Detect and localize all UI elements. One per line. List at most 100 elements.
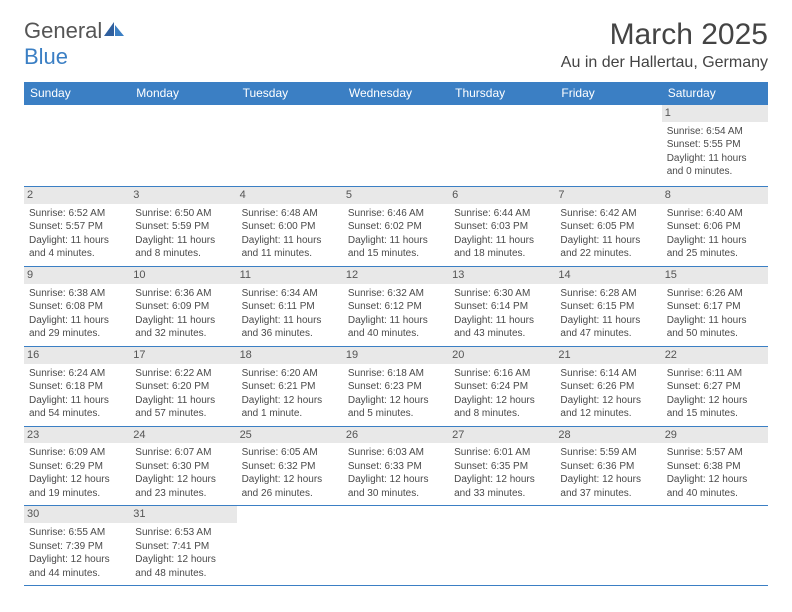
sunset-text: Sunset: 6:36 PM (560, 460, 656, 474)
daylight-text: and 22 minutes. (560, 247, 656, 261)
sunrise-text: Sunrise: 6:16 AM (454, 367, 550, 381)
daylight-text: and 36 minutes. (242, 327, 338, 341)
location-subtitle: Au in der Hallertau, Germany (561, 54, 768, 72)
page-title: March 2025 (561, 18, 768, 52)
day-number: 27 (449, 427, 555, 444)
sunset-text: Sunset: 7:39 PM (29, 540, 125, 554)
daylight-text: Daylight: 12 hours (667, 473, 763, 487)
day-number: 8 (662, 187, 768, 204)
daylight-text: Daylight: 12 hours (454, 473, 550, 487)
calendar-cell: 21Sunrise: 6:14 AMSunset: 6:26 PMDayligh… (555, 346, 661, 426)
sunset-text: Sunset: 6:18 PM (29, 380, 125, 394)
sunrise-text: Sunrise: 6:54 AM (667, 125, 763, 139)
daylight-text: and 1 minute. (242, 407, 338, 421)
daylight-text: Daylight: 12 hours (29, 473, 125, 487)
column-header: Tuesday (237, 82, 343, 105)
daylight-text: Daylight: 11 hours (135, 314, 231, 328)
sunrise-text: Sunrise: 6:55 AM (29, 526, 125, 540)
sunrise-text: Sunrise: 5:57 AM (667, 446, 763, 460)
daylight-text: Daylight: 11 hours (242, 314, 338, 328)
sunset-text: Sunset: 6:06 PM (667, 220, 763, 234)
calendar-table: SundayMondayTuesdayWednesdayThursdayFrid… (24, 82, 768, 586)
calendar-cell: 18 Sunrise: 6:20 AMSunset: 6:21 PMDayligh… (237, 346, 343, 426)
sunset-text: Sunset: 5:55 PM (667, 138, 763, 152)
daylight-text: Daylight: 12 hours (348, 473, 444, 487)
calendar-cell: 27Sunrise: 6:01 AMSunset: 6:35 PMDayligh… (449, 426, 555, 506)
calendar-week: 1Sunrise: 6:54 AMSunset: 5:55 PMDaylight… (24, 105, 768, 187)
calendar-cell: 5Sunrise: 6:46 AMSunset: 6:02 PMDaylight… (343, 187, 449, 267)
sunset-text: Sunset: 6:26 PM (560, 380, 656, 394)
day-number: 29 (662, 427, 768, 444)
calendar-cell: 22Sunrise: 6:11 AMSunset: 6:27 PMDayligh… (662, 346, 768, 426)
sunrise-text: Sunrise: 6:38 AM (29, 287, 125, 301)
sunset-text: Sunset: 6:23 PM (348, 380, 444, 394)
sunrise-text: Sunrise: 6:14 AM (560, 367, 656, 381)
daylight-text: and 54 minutes. (29, 407, 125, 421)
daylight-text: and 18 minutes. (454, 247, 550, 261)
sunset-text: Sunset: 6:08 PM (29, 300, 125, 314)
daylight-text: Daylight: 12 hours (667, 394, 763, 408)
daylight-text: and 23 minutes. (135, 487, 231, 501)
sunset-text: Sunset: 6:14 PM (454, 300, 550, 314)
sunrise-text: Sunrise: 6:22 AM (135, 367, 231, 381)
daylight-text: Daylight: 12 hours (135, 473, 231, 487)
sunset-text: Sunset: 6:29 PM (29, 460, 125, 474)
calendar-cell: 20Sunrise: 6:16 AMSunset: 6:24 PMDayligh… (449, 346, 555, 426)
day-number: 22 (662, 347, 768, 364)
day-number: 23 (24, 427, 130, 444)
daylight-text: and 37 minutes. (560, 487, 656, 501)
calendar-cell: 1Sunrise: 6:54 AMSunset: 5:55 PMDaylight… (662, 105, 768, 187)
column-header: Monday (130, 82, 236, 105)
calendar-cell (237, 506, 343, 586)
sunset-text: Sunset: 6:03 PM (454, 220, 550, 234)
sunrise-text: Sunrise: 6:26 AM (667, 287, 763, 301)
sunset-text: Sunset: 6:21 PM (242, 380, 338, 394)
sunset-text: Sunset: 6:33 PM (348, 460, 444, 474)
daylight-text: and 57 minutes. (135, 407, 231, 421)
calendar-cell (130, 105, 236, 187)
sunrise-text: Sunrise: 6:46 AM (348, 207, 444, 221)
daylight-text: Daylight: 12 hours (560, 473, 656, 487)
calendar-cell: 3Sunrise: 6:50 AMSunset: 5:59 PMDaylight… (130, 187, 236, 267)
column-header: Friday (555, 82, 661, 105)
daylight-text: and 33 minutes. (454, 487, 550, 501)
daylight-text: Daylight: 11 hours (667, 152, 763, 166)
daylight-text: and 4 minutes. (29, 247, 125, 261)
calendar-cell: 25Sunrise: 6:05 AMSunset: 6:32 PMDayligh… (237, 426, 343, 506)
day-number: 16 (24, 347, 130, 364)
calendar-cell: 29 Sunrise: 5:57 AMSunset: 6:38 PMDayligh… (662, 426, 768, 506)
daylight-text: and 40 minutes. (667, 487, 763, 501)
calendar-cell: 14Sunrise: 6:28 AMSunset: 6:15 PMDayligh… (555, 266, 661, 346)
calendar-cell (343, 105, 449, 187)
daylight-text: and 19 minutes. (29, 487, 125, 501)
day-number: 21 (555, 347, 661, 364)
daylight-text: and 5 minutes. (348, 407, 444, 421)
calendar-header: SundayMondayTuesdayWednesdayThursdayFrid… (24, 82, 768, 105)
day-number: 18 (237, 347, 343, 364)
calendar-cell: 15Sunrise: 6:26 AMSunset: 6:17 PMDayligh… (662, 266, 768, 346)
day-number: 5 (343, 187, 449, 204)
sunrise-text: Sunrise: 6:36 AM (135, 287, 231, 301)
calendar-cell: 4Sunrise: 6:48 AMSunset: 6:00 PMDaylight… (237, 187, 343, 267)
daylight-text: Daylight: 11 hours (454, 314, 550, 328)
sunset-text: Sunset: 6:38 PM (667, 460, 763, 474)
logo-word-2: Blue (24, 44, 68, 69)
daylight-text: and 48 minutes. (135, 567, 231, 581)
sunrise-text: Sunrise: 6:20 AM (242, 367, 338, 381)
daylight-text: Daylight: 12 hours (242, 394, 338, 408)
calendar-cell (555, 506, 661, 586)
calendar-cell: 28Sunrise: 5:59 AMSunset: 6:36 PMDayligh… (555, 426, 661, 506)
day-number: 13 (449, 267, 555, 284)
calendar-cell (343, 506, 449, 586)
header-row: GeneralBlue March 2025 Au in der Hallert… (24, 18, 768, 72)
day-number: 9 (24, 267, 130, 284)
calendar-cell (555, 105, 661, 187)
sunrise-text: Sunrise: 6:34 AM (242, 287, 338, 301)
daylight-text: and 11 minutes. (242, 247, 338, 261)
title-block: March 2025 Au in der Hallertau, Germany (561, 18, 768, 72)
sunrise-text: Sunrise: 6:32 AM (348, 287, 444, 301)
day-number: 25 (237, 427, 343, 444)
daylight-text: Daylight: 12 hours (242, 473, 338, 487)
calendar-cell: 24Sunrise: 6:07 AMSunset: 6:30 PMDayligh… (130, 426, 236, 506)
day-number: 28 (555, 427, 661, 444)
